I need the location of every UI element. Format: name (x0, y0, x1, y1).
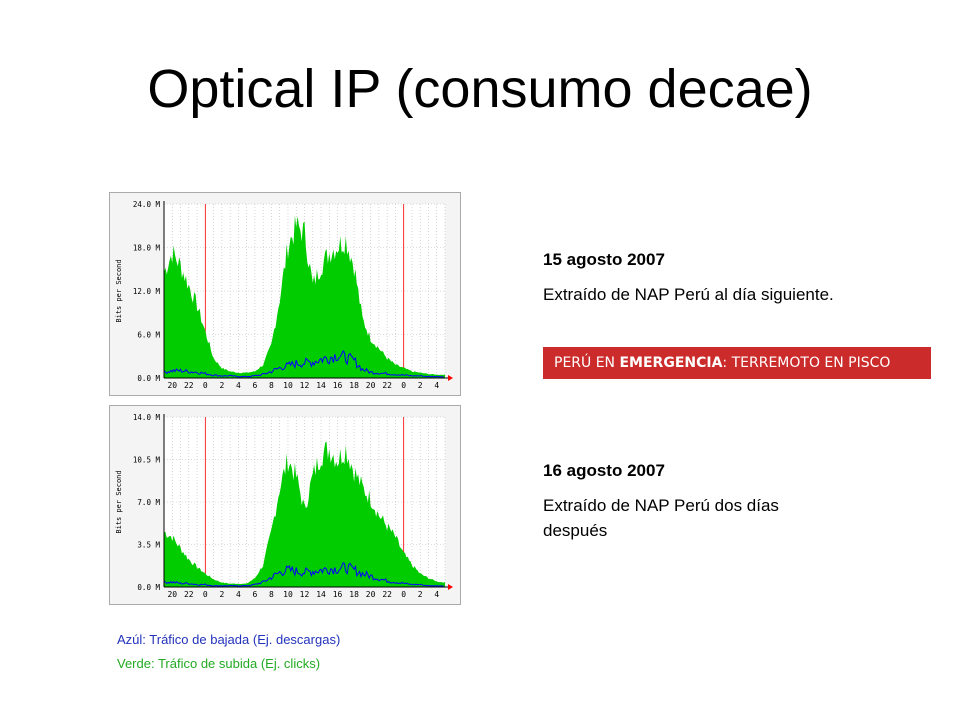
x-tick-label: 4 (434, 590, 439, 599)
x-tick-label: 4 (434, 381, 439, 390)
series-download-line (163, 561, 444, 587)
x-tick-label: 10 (283, 381, 293, 390)
x-tick-label: 0 (401, 381, 406, 390)
info-description: Extraído de NAP Perú al día siguiente. (543, 285, 834, 304)
series-upload-area (164, 441, 445, 587)
y-tick-label: 10.5 M (133, 456, 161, 465)
y-tick-label: 12.0 M (133, 287, 161, 296)
x-tick-label: 18 (349, 381, 359, 390)
x-tick-label: 20 (167, 381, 177, 390)
info-date: 15 agosto 2007 (543, 250, 665, 269)
series-upload-area (164, 215, 445, 378)
x-tick-label: 2 (219, 590, 224, 599)
x-tick-label: 16 (333, 381, 343, 390)
traffic-chart-aug15: 0.0 M 6.0 M 12.0 M 18.0 M 24.0 M 20 22 0 2 4 6 8 10 1… (109, 192, 461, 396)
x-tick-label: 22 (184, 381, 194, 390)
x-tick-label: 4 (236, 381, 241, 390)
x-tick-label: 0 (203, 590, 208, 599)
chart-svg: 0.0 M6.0 M12.0 M18.0 M24.0 M20 22 0 2 4 6 8 10 1… (109, 192, 461, 396)
y-tick-label: 0.0 M (137, 583, 160, 592)
x-tick-label: 2 (418, 590, 423, 599)
legend-blue: Azúl: Tráfico de bajada (Ej. descargas) (117, 632, 341, 647)
y-tick-label: 0.0 M (137, 374, 160, 383)
x-tick-label: 14 (316, 381, 326, 390)
x-tick-label: 22 (184, 590, 194, 599)
banner-prefix: PERÚ EN (554, 355, 620, 371)
x-tick-label: 8 (269, 590, 274, 599)
y-tick-label: 14.0 M (133, 413, 161, 422)
x-tick-label: 12 (300, 381, 310, 390)
y-tick-label: 24.0 M (133, 200, 161, 209)
x-tick-label: 12 (300, 590, 310, 599)
y-tick-label: 18.0 M (133, 244, 161, 253)
emergency-banner: PERÚ EN EMERGENCIA: TERREMOTO EN PISCO (543, 347, 931, 379)
x-tick-label: 0 (401, 590, 406, 599)
x-tick-label: 4 (236, 590, 241, 599)
info-date: 16 agosto 2007 (543, 461, 665, 480)
y-axis-label: Bits per Second (115, 259, 123, 322)
x-tick-label: 6 (252, 590, 257, 599)
traffic-chart-aug16: 0.0 M 3.5 M 7.0 M 10.5 M 14.0 M 20 22 0 2 4 6 8 10 12… (109, 405, 461, 605)
chart-svg: 0.0 M3.5 M7.0 M10.5 M14.0 M20 22 0 2 4 6 8 10 12… (109, 405, 461, 605)
x-tick-label: 20 (366, 590, 376, 599)
x-tick-label: 0 (203, 381, 208, 390)
x-tick-label: 18 (349, 590, 359, 599)
x-tick-label: 16 (333, 590, 343, 599)
x-tick-label: 2 (219, 381, 224, 390)
x-tick-label: 20 (167, 590, 177, 599)
legend-green: Verde: Tráfico de subida (Ej. clicks) (117, 656, 321, 671)
y-tick-label: 3.5 M (137, 541, 160, 550)
x-axis-arrow (448, 584, 453, 590)
y-tick-label: 6.0 M (137, 331, 160, 340)
x-tick-label: 6 (252, 381, 257, 390)
x-tick-label: 8 (269, 381, 274, 390)
x-tick-label: 10 (283, 590, 293, 599)
x-tick-label: 2 (418, 381, 423, 390)
x-tick-label: 20 (366, 381, 376, 390)
info-block-aug15: 15 agosto 2007 Extraído de NAP Perú al d… (543, 250, 843, 307)
banner-suffix: : TERREMOTO EN PISCO (722, 355, 891, 371)
info-block-aug16: 16 agosto 2007 Extraído de NAP Perú dos … (543, 461, 843, 543)
slide-title: Optical IP (consumo decae) (147, 59, 813, 119)
x-tick-label: 22 (382, 590, 392, 599)
x-axis-arrow (448, 375, 453, 381)
banner-emphasis: EMERGENCIA (619, 355, 723, 371)
x-tick-label: 14 (316, 590, 326, 599)
x-tick-label: 22 (382, 381, 392, 390)
y-axis-label: Bits per Second (115, 470, 123, 533)
info-description: Extraído de NAP Perú dos días después (543, 496, 779, 540)
y-tick-label: 7.0 M (137, 498, 160, 507)
series-download-line (163, 349, 444, 378)
